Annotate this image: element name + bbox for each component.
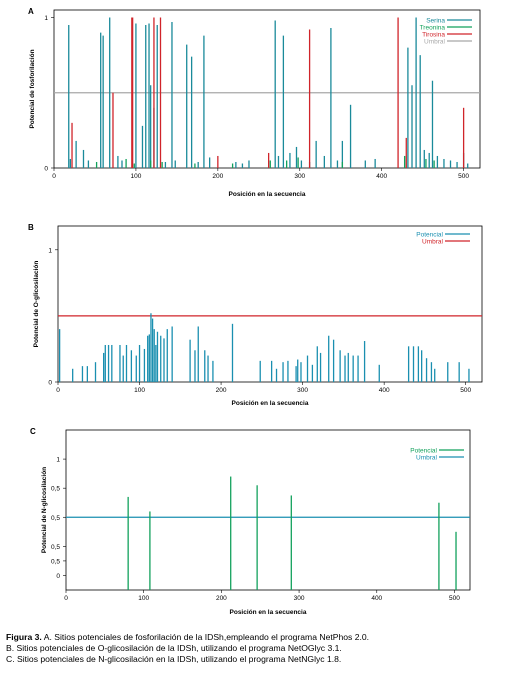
panel-b-label: B — [28, 223, 34, 232]
panel-a-xtick-label: 300 — [294, 173, 305, 180]
panel-b-legend-label: Potencial — [416, 232, 443, 239]
panel-b-ytick-label: 0 — [48, 380, 52, 387]
caption-line-b: B. Sitios potenciales de O-glicosilación… — [6, 643, 342, 653]
panel-b-xtick-label: 100 — [134, 387, 145, 394]
panel-b-ytick-label: 1 — [48, 247, 52, 254]
panel-c-xtick-label: 300 — [294, 595, 305, 602]
panel-c-xlabel: Posición en la secuencia — [230, 609, 307, 616]
figure-caption: Figura 3. A. Sitios potenciales de fosfo… — [6, 632, 500, 665]
panel-b-xtick-label: 400 — [379, 387, 390, 394]
panel-c-ytick-label: 0,5 — [51, 558, 60, 565]
panel-b-xtick-label: 0 — [56, 387, 60, 394]
panel-a-legend-label: Tirosina — [422, 32, 445, 39]
panel-a-ytick-label: 0 — [44, 166, 48, 173]
panel-c-xtick-label: 500 — [449, 595, 460, 602]
panel-a-xtick-label: 0 — [52, 173, 56, 180]
panel-b-frame — [57, 225, 483, 383]
panel-c-xtick-label: 100 — [138, 595, 149, 602]
panel-b-ylabel: Potencial de O-glicosilación — [33, 261, 40, 348]
panel-c-ytick-label: 0,5 — [51, 544, 60, 551]
panel-a-xtick-label: 500 — [458, 173, 469, 180]
panel-c-ytick-label: 0,5 — [51, 486, 60, 493]
panel-a-frame — [53, 9, 481, 169]
panel-c-ytick-label: 0,5 — [51, 515, 60, 522]
panel-b-xlabel: Posición en la secuencia — [232, 400, 309, 407]
caption-line-c: C. Sitios potenciales de N-glicosilación… — [6, 654, 342, 664]
panel-c-label: C — [30, 427, 36, 436]
panel-c-xtick-label: 200 — [216, 595, 227, 602]
panel-a-legend-label: Treonina — [420, 25, 446, 32]
panel-b-xtick-label: 300 — [297, 387, 308, 394]
panel-a-legend-label: Umbral — [424, 39, 446, 46]
panel-c-ytick-label: 0 — [56, 573, 60, 580]
panel-b-legend-label: Umbral — [422, 239, 444, 246]
panel-a-legend-label: Serina — [426, 18, 445, 25]
panel-a-label: A — [28, 7, 34, 16]
panel-c-ylabel: Potencial de N-glicosilación — [41, 467, 48, 553]
caption-label: Figura 3. — [6, 632, 42, 642]
panel-c-legend-label: Potencial — [410, 448, 437, 455]
panel-a-xtick-label: 100 — [130, 173, 141, 180]
panel-a-xlabel: Posición en la secuencia — [229, 191, 306, 198]
panel-a-xtick-label: 400 — [376, 173, 387, 180]
panel-c-xtick-label: 400 — [371, 595, 382, 602]
panel-a-ytick-label: 1 — [44, 15, 48, 22]
panel-c-xtick-label: 0 — [64, 595, 68, 602]
panel-c-frame — [65, 429, 471, 591]
panel-b-xtick-label: 200 — [216, 387, 227, 394]
caption-line-a: A. Sitios potenciales de fosforilación d… — [43, 632, 370, 642]
panel-a-ylabel: Potencial de fosforilación — [29, 49, 36, 128]
panel-a-xtick-label: 200 — [212, 173, 223, 180]
panel-b-xtick-label: 500 — [460, 387, 471, 394]
panel-c-legend-label: Umbral — [416, 455, 438, 462]
panel-c-ytick-label: 1 — [56, 457, 60, 464]
